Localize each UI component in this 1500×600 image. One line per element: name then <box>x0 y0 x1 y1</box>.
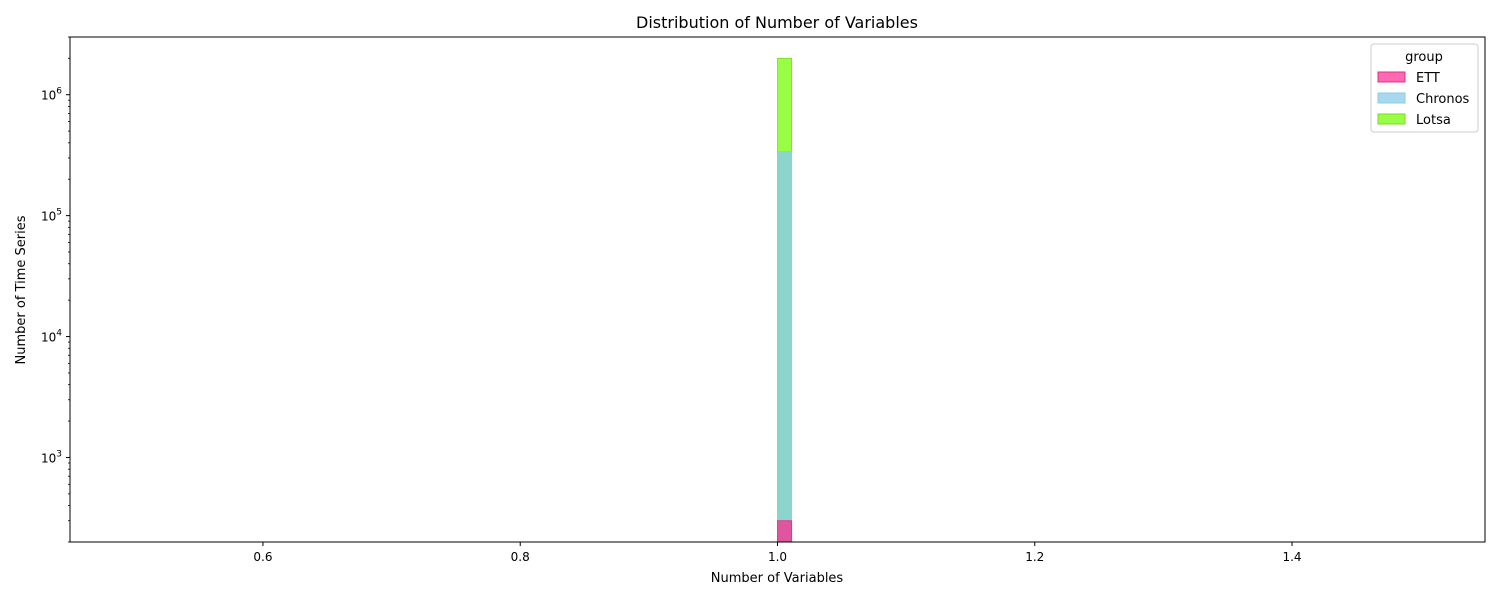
bar-chronos <box>777 150 793 543</box>
x-tick-label: 0.6 <box>253 550 272 564</box>
x-tick-label: 0.8 <box>511 550 530 564</box>
legend-box <box>1370 43 1479 133</box>
legend-entries: ETT Chronos Lotsa <box>1377 71 1470 128</box>
legend-label: Lotsa <box>1416 113 1451 128</box>
bar-ett <box>777 520 793 543</box>
legend: group ETT Chronos Lotsa <box>1370 43 1479 133</box>
x-tick-label: 1.2 <box>1025 550 1044 564</box>
y-tick-label: 104 <box>41 329 62 345</box>
x-axis-label: Number of Variables <box>711 571 844 586</box>
legend-label: ETT <box>1416 71 1440 86</box>
y-tick-label: 106 <box>41 87 62 103</box>
x-ticks: 0.6 0.8 1.0 1.2 1.4 <box>253 542 1302 564</box>
x-tick-label: 1.4 <box>1282 550 1301 564</box>
chart-title: Distribution of Number of Variables <box>636 13 918 32</box>
y-ticks: 103 104 105 106 <box>41 36 70 543</box>
y-tick-label: 105 <box>41 208 62 224</box>
x-tick-label: 1.0 <box>768 550 787 564</box>
y-axis-label: Number of Time Series <box>14 215 29 364</box>
legend-swatch-chronos <box>1377 92 1406 104</box>
legend-label: Chronos <box>1416 92 1470 107</box>
legend-swatch-ett <box>1377 71 1406 83</box>
legend-title: group <box>1405 50 1443 65</box>
y-tick-label: 103 <box>41 449 62 465</box>
bars-group <box>777 57 793 543</box>
legend-swatch-lotsa <box>1377 113 1406 125</box>
